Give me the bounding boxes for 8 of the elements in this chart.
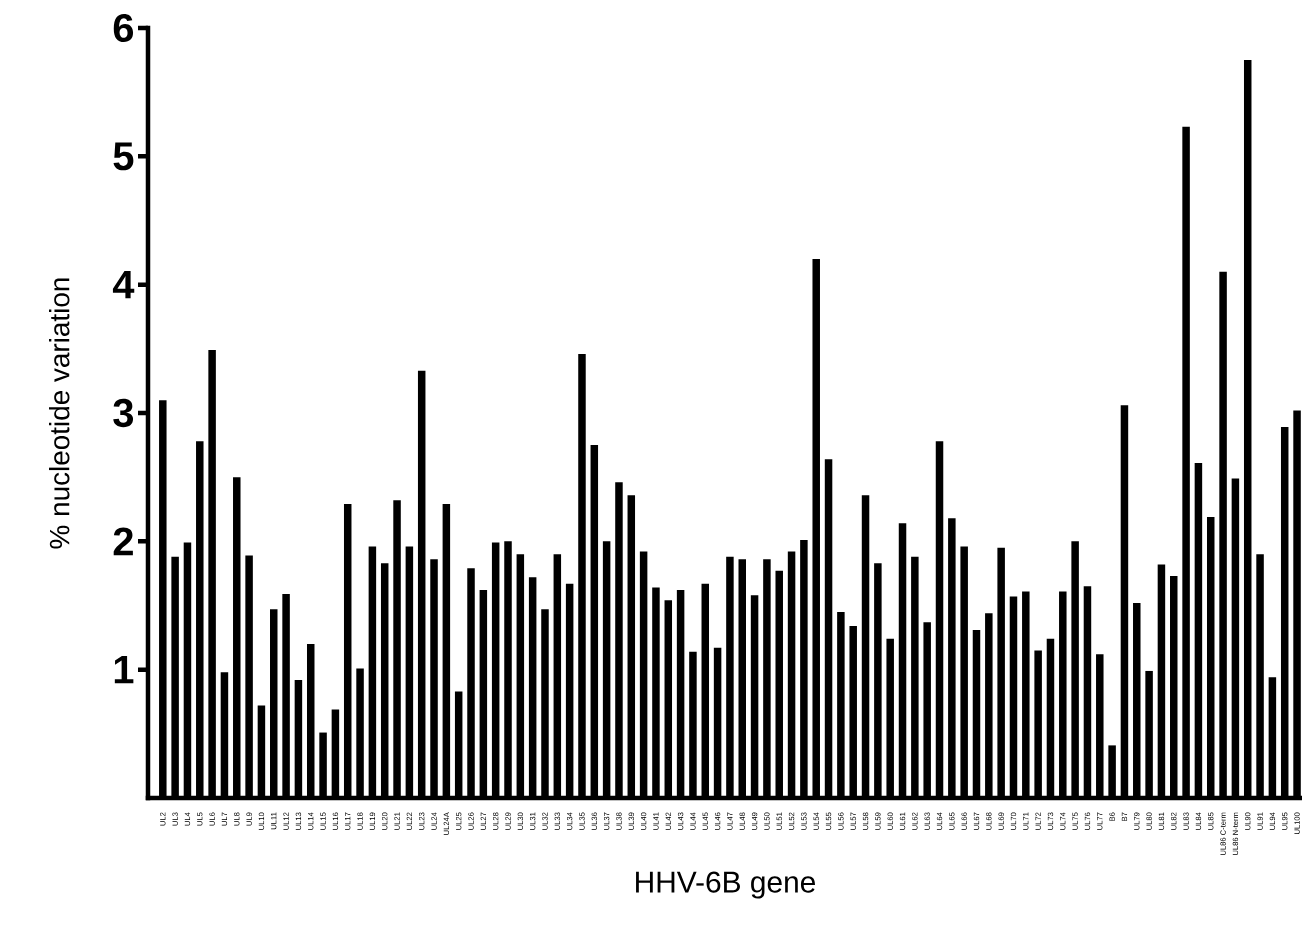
x-axis-title: HHV-6B gene <box>636 871 815 899</box>
y-tick-label: 6 <box>113 13 134 43</box>
y-tick-label: 2 <box>113 527 133 556</box>
y-tick-label: 5 <box>113 142 134 171</box>
y-tick-label: 3 <box>113 398 134 428</box>
y-axis-title: % nucleotide variation <box>49 278 70 549</box>
y-tick-label: 1 <box>114 655 134 684</box>
y-tick-label: 4 <box>112 270 135 299</box>
